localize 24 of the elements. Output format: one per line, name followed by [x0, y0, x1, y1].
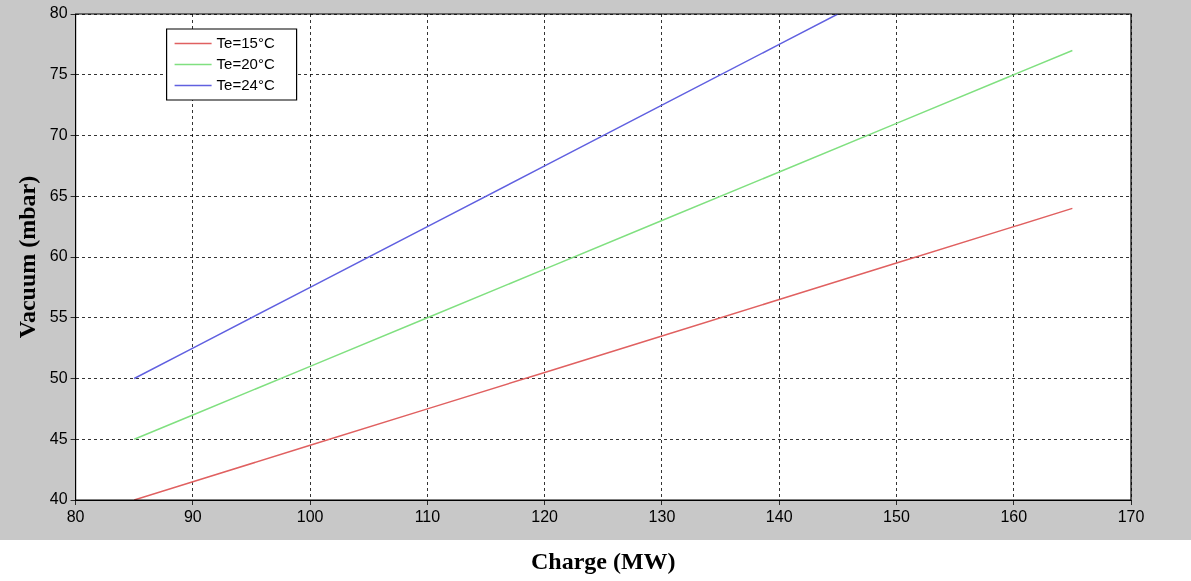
- x-axis-title: Charge (MW): [530, 547, 676, 574]
- legend-label: Te=15°C: [216, 33, 275, 51]
- y-tick-label: 55: [49, 308, 68, 326]
- y-tick-label: 60: [49, 247, 68, 265]
- y-tick-label: 70: [49, 125, 68, 143]
- y-tick-label: 40: [49, 490, 68, 508]
- legend-label: Te=20°C: [216, 54, 275, 72]
- x-tick-label: 110: [414, 508, 441, 526]
- x-tick-label: 130: [648, 508, 676, 526]
- x-tick-label: 100: [296, 508, 324, 526]
- y-tick-label: 65: [49, 186, 68, 204]
- x-tick-label: 90: [183, 508, 202, 526]
- x-tick-label: 140: [765, 508, 793, 526]
- y-tick-label: 50: [49, 368, 68, 386]
- x-tick-label: 160: [1000, 508, 1028, 526]
- legend-label: Te=24°C: [216, 75, 275, 93]
- y-tick-label: 80: [49, 4, 68, 22]
- y-axis-title: Vacuum (mbar): [13, 175, 40, 339]
- x-tick-label: 150: [883, 508, 910, 526]
- x-tick-label: 80: [66, 508, 85, 526]
- y-tick-label: 45: [49, 429, 68, 447]
- y-tick-label: 75: [49, 65, 68, 83]
- x-tick-label: 120: [531, 508, 559, 526]
- x-tick-label: 170: [1117, 508, 1145, 526]
